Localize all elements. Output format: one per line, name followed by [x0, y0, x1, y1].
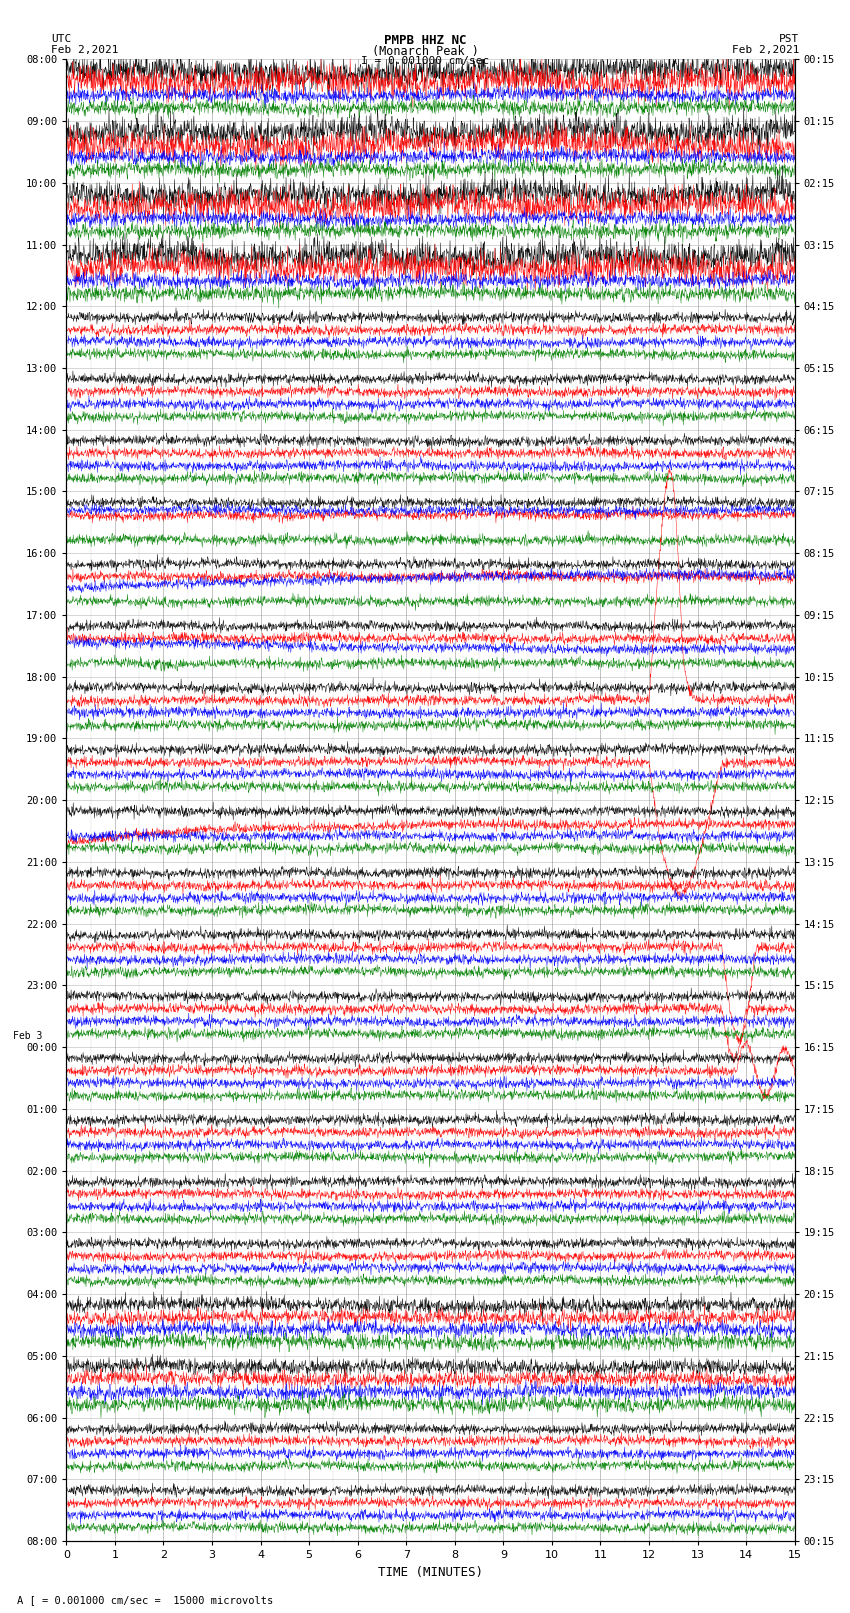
X-axis label: TIME (MINUTES): TIME (MINUTES)	[378, 1566, 483, 1579]
Text: Feb 2,2021: Feb 2,2021	[732, 45, 799, 55]
Text: PMPB HHZ NC: PMPB HHZ NC	[383, 34, 467, 47]
Text: I = 0.001000 cm/sec: I = 0.001000 cm/sec	[361, 56, 489, 66]
Text: UTC: UTC	[51, 34, 71, 44]
Text: A [ = 0.001000 cm/sec =  15000 microvolts: A [ = 0.001000 cm/sec = 15000 microvolts	[17, 1595, 273, 1605]
Text: (Monarch Peak ): (Monarch Peak )	[371, 45, 479, 58]
Text: PST: PST	[779, 34, 799, 44]
Text: Feb 3: Feb 3	[13, 1031, 42, 1040]
Text: Feb 2,2021: Feb 2,2021	[51, 45, 118, 55]
